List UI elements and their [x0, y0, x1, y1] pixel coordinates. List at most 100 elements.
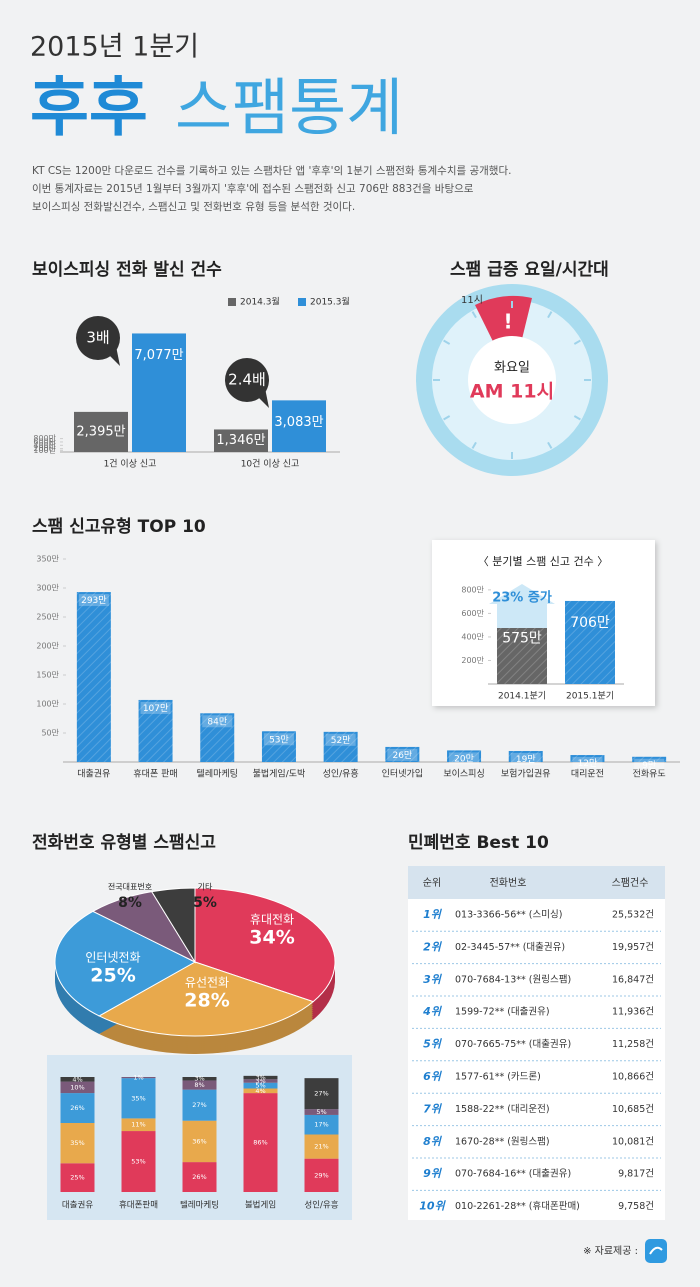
bar-segment	[60, 1163, 95, 1192]
pie-slice	[98, 961, 315, 1037]
clock-tick	[547, 311, 553, 319]
y-tick-label: 600만	[461, 609, 484, 618]
table-header: 전화번호	[490, 877, 527, 889]
bar-segment	[243, 1075, 278, 1080]
chart-title: 전화번호 유형별 스팸신고	[32, 832, 216, 853]
rank: 6위	[423, 1070, 443, 1083]
source-logo-mark	[649, 1246, 663, 1255]
clock-tick	[471, 311, 477, 319]
clock-tick	[443, 415, 451, 421]
pie-label: 인터넷전화	[85, 951, 140, 965]
clock-hour: 11시	[461, 294, 483, 306]
pie-slice	[150, 887, 196, 964]
value-label: 1%	[133, 1074, 143, 1082]
pie-label: 휴대전화	[250, 913, 294, 927]
table-title: 민폐번호 Best 10	[408, 833, 549, 853]
bar-segment	[182, 1120, 217, 1163]
phone-number: 013-3366-56** (스미싱)	[455, 910, 562, 921]
bar	[200, 713, 235, 762]
bar-segment	[304, 1114, 339, 1135]
value-label: 706만	[570, 615, 610, 631]
bar	[132, 333, 186, 452]
rank: 2위	[423, 940, 443, 953]
value-label-bg	[263, 733, 294, 746]
value-label: 29%	[314, 1171, 328, 1179]
value-label: 3,083만	[274, 415, 323, 430]
bar-segment	[243, 1082, 278, 1089]
bar-segment	[182, 1080, 217, 1090]
pie-value-label: 34%	[249, 927, 294, 949]
phone-number: 010-2261-28** (휴대폰판매)	[455, 1201, 580, 1212]
value-label: 25%	[70, 1174, 84, 1182]
bar-segment	[182, 1089, 217, 1121]
rank: 10위	[419, 1200, 446, 1213]
value-label: 86%	[253, 1139, 267, 1147]
value-label: 21%	[314, 1143, 328, 1151]
bar	[447, 750, 482, 762]
clock-day: 화요일	[494, 361, 530, 376]
bar	[76, 592, 111, 762]
bar	[508, 750, 543, 762]
value-label: 12만	[578, 758, 598, 769]
value-label: 4%	[255, 1087, 265, 1095]
x-tick-label: 대리운전	[571, 769, 604, 780]
annotation-bubble	[76, 316, 120, 360]
y-tick-label: 250만	[36, 613, 59, 622]
spam-count: 10,685건	[612, 1104, 654, 1115]
phone-number: 1670-28** (원링스팸)	[455, 1135, 550, 1147]
annotation-bubble	[225, 358, 269, 402]
y-tick-label: 800만	[461, 585, 484, 594]
source-note: ※ 자료제공 :	[583, 1245, 638, 1257]
title-sub: 스팸통계	[175, 71, 403, 144]
value-label-bg	[78, 594, 109, 607]
spam-count: 11,936건	[612, 1007, 654, 1018]
clock-tick	[547, 441, 553, 449]
value-label: 1,346만	[216, 433, 265, 448]
pie-value-label: 25%	[90, 965, 135, 987]
clock-alert: !	[503, 310, 512, 334]
x-tick-label: 성인/유흥	[304, 1200, 338, 1211]
value-label-bg	[387, 748, 418, 761]
y-tick-label: 400만	[33, 441, 56, 450]
pie-value-label: 8%	[118, 895, 142, 911]
bar-segment	[304, 1109, 339, 1115]
bar-segment	[121, 1118, 156, 1132]
value-label: 9만	[642, 760, 656, 771]
phone-number: 1588-22** (대리운전)	[455, 1104, 550, 1115]
x-tick-label: 2014.1분기	[498, 691, 546, 702]
value-label: 53만	[269, 734, 289, 745]
y-tick-label: 150만	[36, 671, 59, 680]
y-tick-label: 200만	[36, 642, 59, 651]
bar-segment	[243, 1093, 278, 1192]
y-tick-label: 100만	[33, 446, 56, 455]
clock-center	[468, 336, 556, 424]
value-label: 27%	[192, 1101, 206, 1109]
x-tick-label: 1건 이상 신고	[104, 459, 157, 470]
spam-count: 9,817건	[618, 1169, 654, 1180]
spam-count: 11,258건	[612, 1039, 654, 1050]
bar	[261, 731, 296, 762]
x-tick-label: 전화유도	[633, 769, 666, 780]
bar-segment	[60, 1077, 95, 1082]
clock-time: AM 11시	[470, 381, 554, 403]
annotation-arrow	[489, 584, 555, 628]
x-tick-label: 휴대폰판매	[119, 1201, 158, 1211]
phone-number: 1599-72** (대출권유)	[455, 1006, 550, 1018]
value-label-bg	[572, 757, 603, 770]
phone-number: 02-3445-57** (대출권유)	[455, 941, 565, 953]
legend-swatch	[228, 298, 236, 306]
phone-number: 070-7684-13** (원링스팸)	[455, 973, 571, 985]
table-rows: 1위 013-3366-56** (스미싱) 25,532건 2위 02-3445-57…	[412, 908, 661, 1213]
subtitle: 2015년 1분기	[30, 32, 199, 63]
rank: 1위	[423, 908, 443, 921]
clock-tick	[471, 441, 477, 449]
x-tick-label: 보이스피싱	[443, 769, 484, 780]
value-label: 52만	[331, 735, 351, 746]
value-label: 293만	[81, 595, 106, 606]
bar-segment	[121, 1077, 156, 1079]
y-tick-label: 800만	[33, 434, 56, 443]
clock-title: 스팸 급증 요일/시간대	[450, 260, 609, 280]
value-label: 17%	[314, 1121, 328, 1129]
rank: 3위	[423, 973, 443, 986]
